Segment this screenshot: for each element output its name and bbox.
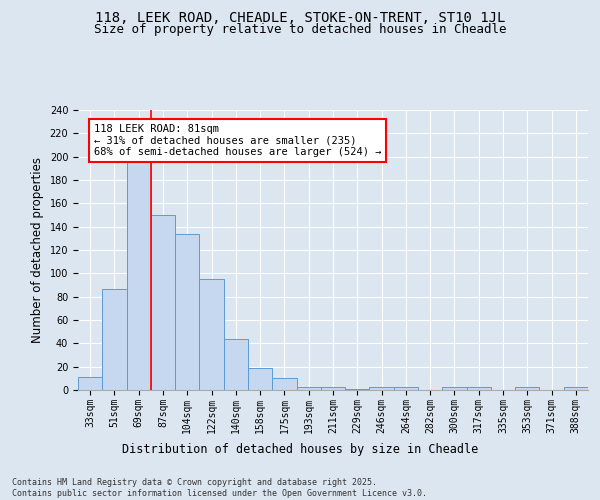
Bar — [442, 386, 467, 390]
Bar — [199, 279, 224, 390]
Bar — [394, 386, 418, 390]
Bar — [321, 386, 345, 390]
Bar — [370, 386, 394, 390]
Bar — [224, 338, 248, 390]
Bar — [564, 386, 588, 390]
Y-axis label: Number of detached properties: Number of detached properties — [31, 157, 44, 343]
Text: 118 LEEK ROAD: 81sqm
← 31% of detached houses are smaller (235)
68% of semi-deta: 118 LEEK ROAD: 81sqm ← 31% of detached h… — [94, 124, 381, 157]
Bar — [151, 215, 175, 390]
Bar — [102, 288, 127, 390]
Bar — [175, 234, 199, 390]
Text: Size of property relative to detached houses in Cheadle: Size of property relative to detached ho… — [94, 24, 506, 36]
Bar — [296, 386, 321, 390]
Bar — [248, 368, 272, 390]
Bar — [78, 377, 102, 390]
Bar — [127, 162, 151, 390]
Bar — [515, 386, 539, 390]
Text: 118, LEEK ROAD, CHEADLE, STOKE-ON-TRENT, ST10 1JL: 118, LEEK ROAD, CHEADLE, STOKE-ON-TRENT,… — [95, 11, 505, 25]
Bar — [272, 378, 296, 390]
Text: Distribution of detached houses by size in Cheadle: Distribution of detached houses by size … — [122, 442, 478, 456]
Bar — [467, 386, 491, 390]
Bar — [345, 389, 370, 390]
Text: Contains HM Land Registry data © Crown copyright and database right 2025.
Contai: Contains HM Land Registry data © Crown c… — [12, 478, 427, 498]
